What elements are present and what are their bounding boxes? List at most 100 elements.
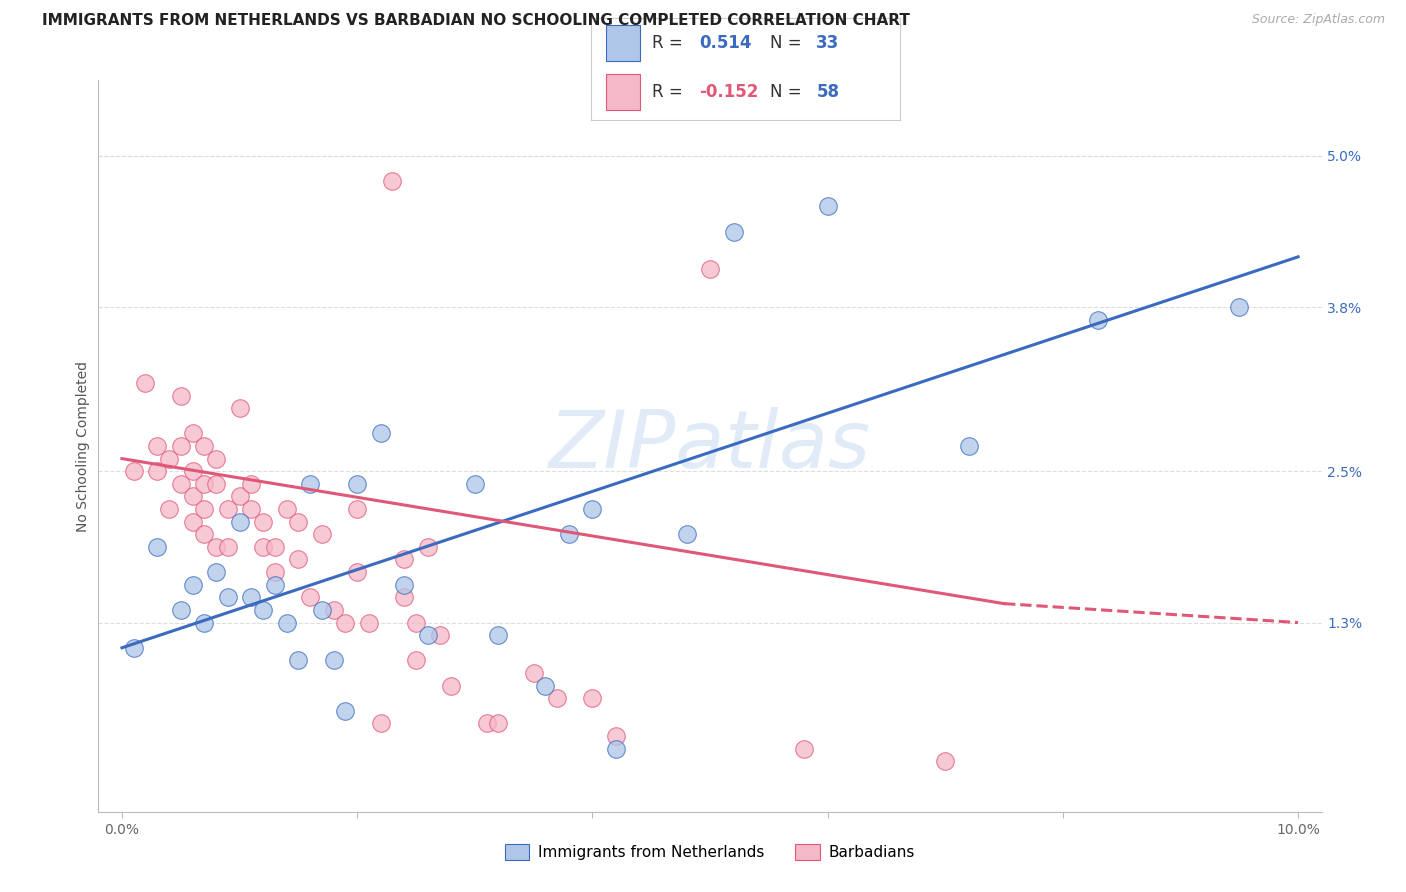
- Point: [394, 552, 416, 566]
- Point: [416, 540, 439, 554]
- Point: [534, 679, 557, 693]
- Point: [240, 591, 263, 605]
- Text: N =: N =: [770, 83, 807, 101]
- Point: [193, 615, 215, 630]
- Point: [181, 578, 204, 592]
- Y-axis label: No Schooling Completed: No Schooling Completed: [76, 360, 90, 532]
- Point: [523, 665, 546, 680]
- Point: [817, 199, 839, 213]
- Point: [181, 490, 204, 504]
- Text: 0.514: 0.514: [699, 34, 751, 52]
- Point: [157, 502, 180, 516]
- Point: [311, 603, 333, 617]
- Text: ZIPatlas: ZIPatlas: [548, 407, 872, 485]
- Point: [793, 741, 815, 756]
- FancyBboxPatch shape: [606, 25, 640, 61]
- Text: -0.152: -0.152: [699, 83, 758, 101]
- Point: [276, 502, 298, 516]
- Point: [381, 174, 404, 188]
- Point: [486, 716, 509, 731]
- Point: [228, 490, 250, 504]
- Point: [205, 565, 228, 579]
- Point: [146, 439, 169, 453]
- Point: [723, 225, 745, 239]
- Point: [181, 426, 204, 441]
- Point: [217, 540, 239, 554]
- Point: [394, 578, 416, 592]
- Point: [170, 476, 193, 491]
- Legend: Immigrants from Netherlands, Barbadians: Immigrants from Netherlands, Barbadians: [499, 838, 921, 866]
- Point: [193, 527, 215, 541]
- Point: [252, 603, 274, 617]
- Point: [263, 578, 285, 592]
- Point: [193, 502, 215, 516]
- Point: [346, 502, 368, 516]
- Point: [240, 502, 263, 516]
- Point: [228, 515, 250, 529]
- Point: [405, 653, 427, 667]
- Point: [122, 464, 145, 478]
- Text: 33: 33: [817, 34, 839, 52]
- Point: [581, 691, 603, 706]
- Point: [193, 476, 215, 491]
- Point: [287, 515, 309, 529]
- Point: [287, 653, 309, 667]
- Point: [311, 527, 333, 541]
- Point: [394, 591, 416, 605]
- Point: [205, 540, 228, 554]
- Point: [558, 527, 581, 541]
- Point: [322, 653, 344, 667]
- Point: [276, 615, 298, 630]
- Text: R =: R =: [652, 83, 689, 101]
- Point: [205, 451, 228, 466]
- FancyBboxPatch shape: [606, 74, 640, 110]
- Point: [122, 640, 145, 655]
- Point: [370, 716, 392, 731]
- Point: [322, 603, 344, 617]
- Point: [170, 388, 193, 402]
- Text: IMMIGRANTS FROM NETHERLANDS VS BARBADIAN NO SCHOOLING COMPLETED CORRELATION CHAR: IMMIGRANTS FROM NETHERLANDS VS BARBADIAN…: [42, 13, 910, 29]
- Point: [181, 464, 204, 478]
- Point: [170, 439, 193, 453]
- Point: [335, 704, 357, 718]
- Point: [346, 476, 368, 491]
- Text: 58: 58: [817, 83, 839, 101]
- Point: [263, 540, 285, 554]
- Point: [486, 628, 509, 642]
- Point: [299, 591, 322, 605]
- Point: [357, 615, 380, 630]
- Point: [546, 691, 568, 706]
- Point: [405, 615, 427, 630]
- Point: [416, 628, 439, 642]
- Point: [146, 464, 169, 478]
- Point: [605, 729, 627, 743]
- Point: [605, 741, 627, 756]
- Point: [581, 502, 603, 516]
- Point: [228, 401, 250, 416]
- Point: [464, 476, 486, 491]
- Point: [370, 426, 392, 441]
- Point: [440, 679, 463, 693]
- Point: [335, 615, 357, 630]
- Point: [287, 552, 309, 566]
- Point: [429, 628, 451, 642]
- Point: [157, 451, 180, 466]
- Text: N =: N =: [770, 34, 807, 52]
- Text: Source: ZipAtlas.com: Source: ZipAtlas.com: [1251, 13, 1385, 27]
- Point: [146, 540, 169, 554]
- Point: [170, 603, 193, 617]
- Point: [346, 565, 368, 579]
- Point: [299, 476, 322, 491]
- Point: [240, 476, 263, 491]
- Point: [263, 565, 285, 579]
- Point: [1227, 300, 1250, 314]
- Point: [134, 376, 156, 390]
- Text: R =: R =: [652, 34, 689, 52]
- Point: [675, 527, 697, 541]
- Point: [957, 439, 980, 453]
- Point: [475, 716, 498, 731]
- Point: [193, 439, 215, 453]
- Point: [699, 262, 721, 277]
- Point: [934, 754, 956, 768]
- Point: [181, 515, 204, 529]
